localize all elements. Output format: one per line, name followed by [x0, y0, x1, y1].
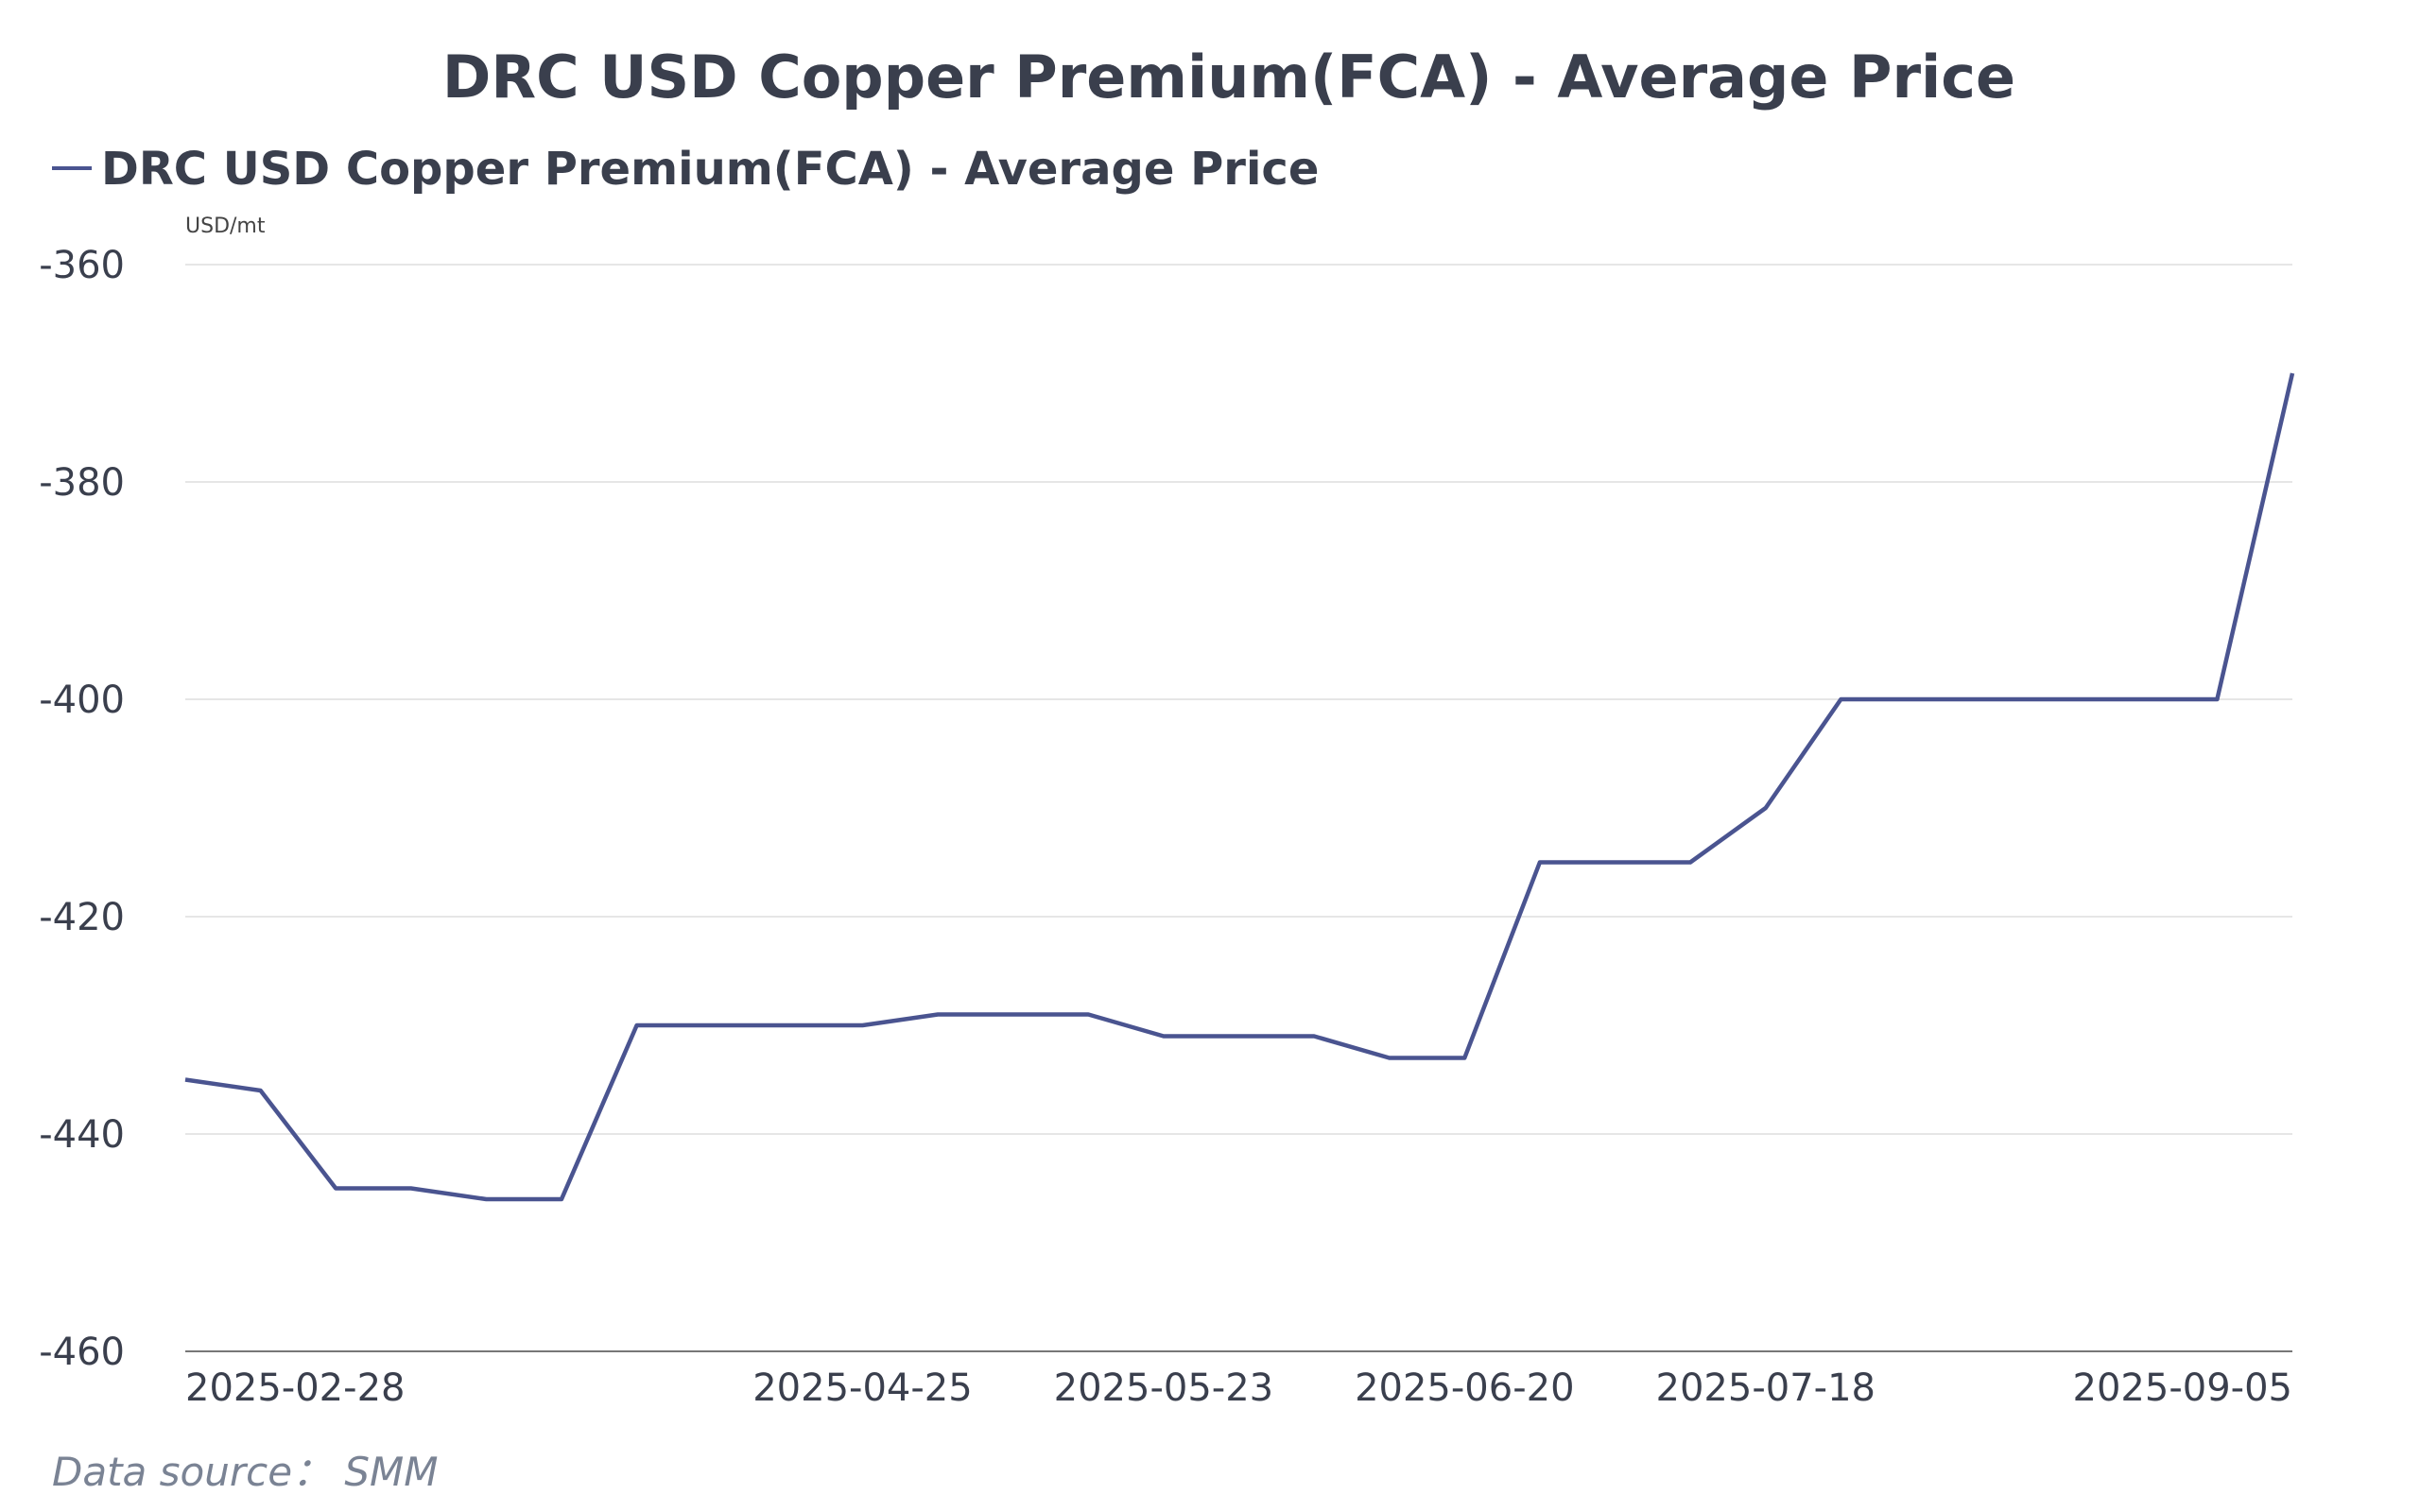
y-tick-label: -440: [39, 1113, 125, 1157]
legend[interactable]: DRC USD Copper Premium(FCA) - Average Pr…: [52, 143, 1319, 196]
y-tick-label: -400: [39, 679, 125, 722]
y-tick-label: -420: [39, 896, 125, 939]
y-axis-ticks: -360 -380 -400 -420 -440 -460: [39, 244, 125, 1374]
x-tick-label: 2025-04-25: [752, 1366, 972, 1410]
legend-label: DRC USD Copper Premium(FCA) - Average Pr…: [101, 143, 1319, 196]
x-tick-label: 2025-02-28: [185, 1366, 405, 1410]
x-tick-label: 2025-06-20: [1355, 1366, 1574, 1410]
chart-title: DRC USD Copper Premium(FCA) - Average Pr…: [442, 43, 2015, 112]
x-tick-label: 2025-05-23: [1054, 1366, 1273, 1410]
x-axis-ticks: 2025-02-28 2025-04-25 2025-05-23 2025-06-20…: [185, 1366, 2292, 1410]
y-tick-label: -460: [39, 1331, 125, 1374]
y-tick-label: -380: [39, 461, 125, 505]
series-group: [184, 372, 2295, 1202]
y-axis-unit: USD/mt: [185, 215, 266, 238]
y-tick-label: -360: [39, 244, 125, 287]
data-source: Data source： SMM: [52, 1449, 439, 1495]
x-tick-label: 2025-07-18: [1656, 1366, 1876, 1410]
x-tick-label: 2025-09-05: [2073, 1366, 2292, 1410]
series-line: [184, 372, 2295, 1202]
